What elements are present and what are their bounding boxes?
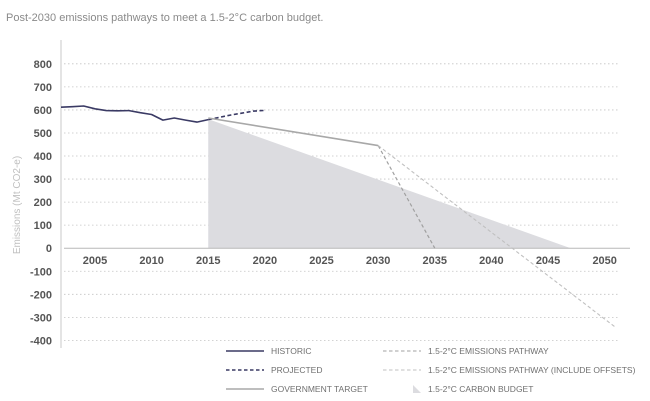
legend-label-budget: 1.5-2°C CARBON BUDGET [428,384,533,394]
legend-label-historic: HISTORIC [271,346,311,356]
series-line-historic [60,105,209,123]
y-tick-label: -200 [30,289,52,301]
x-tick-label: 2010 [139,255,163,267]
x-tick-label: 2050 [592,255,616,267]
y-tick-label: 600 [34,105,52,117]
y-tick-label: -100 [30,266,52,278]
y-tick-label: 500 [34,128,52,140]
x-tick-label: 2040 [479,255,503,267]
legend-label-offsets: 1.5-2°C EMISSIONS PATHWAY (INCLUDE OFFSE… [428,365,636,375]
y-tick-label: -400 [30,335,52,347]
x-tick-label: 2020 [253,255,277,267]
x-tick-label: 2015 [196,255,220,267]
x-tick-label: 2025 [309,255,333,267]
y-tick-label: 700 [34,82,52,94]
x-tick-label: 2030 [366,255,390,267]
series-line-government [208,117,379,147]
carbon-budget-polygon [208,119,571,249]
x-tick-label: 2045 [536,255,560,267]
series-line-pathway [377,145,436,249]
carbon-budget-area [208,119,571,249]
y-tick-label: 400 [34,151,52,163]
legend-swatch-budget [413,385,421,393]
y-tick-label: 0 [46,243,52,255]
series-line-offsets [377,145,617,329]
legend: HISTORIC 1.5-2°C EMISSIONS PATHWAY PROJECT… [226,346,636,394]
y-tick-label: -300 [30,312,52,324]
legend-label-pathway: 1.5-2°C EMISSIONS PATHWAY [428,346,549,356]
axes [60,40,630,348]
legend-label-government: GOVERNMENT TARGET [271,384,368,394]
y-tick-label: 300 [34,174,52,186]
y-tick-label: 100 [34,220,52,232]
y-axis-label: Emissions (Mt CO2-e) [12,156,23,254]
legend-label-projected: PROJECTED [271,365,322,375]
y-tick-label: 800 [34,59,52,71]
series-line-projected [208,109,265,121]
series-lines [60,105,617,329]
chart-title: Post-2030 emissions pathways to meet a 1… [6,12,323,24]
y-tick-labels: 800 700 600 500 400 300 200 100 0 -100 -200 -300 -40… [30,59,52,348]
x-tick-labels: 2005 2010 2015 2020 2025 2030 2035 2040 2045 2050 [83,255,617,267]
x-tick-label: 2005 [83,255,107,267]
y-tick-label: 200 [34,197,52,209]
x-tick-label: 2035 [423,255,447,267]
